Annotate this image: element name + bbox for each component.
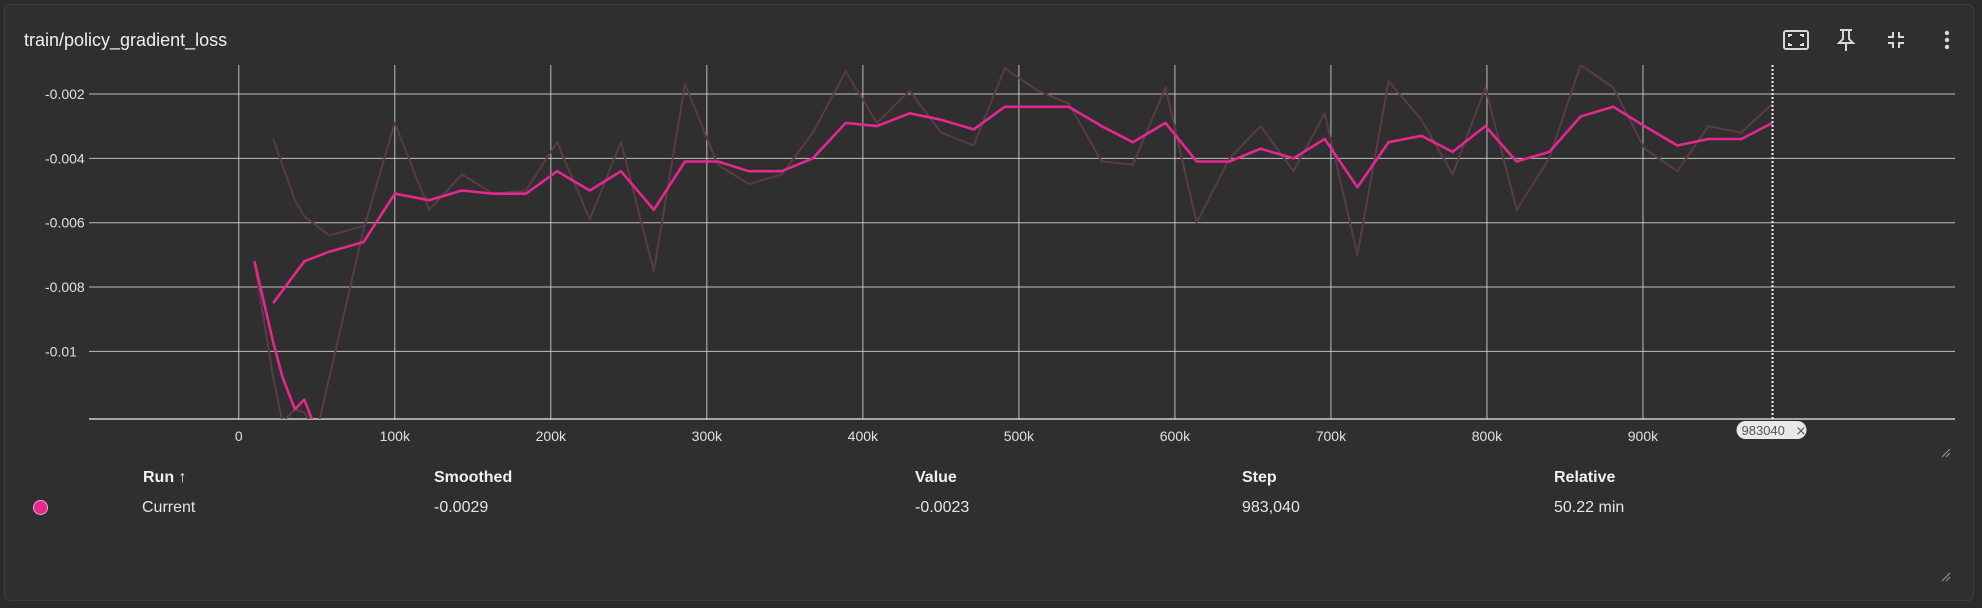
collapse-button[interactable] bbox=[1881, 25, 1911, 55]
y-tick-label: -0.004 bbox=[45, 150, 85, 166]
x-tick-label: 100k bbox=[380, 428, 411, 444]
more-vert-icon bbox=[1944, 30, 1950, 50]
x-tick-label: 600k bbox=[1160, 428, 1191, 444]
more-options-button[interactable] bbox=[1932, 25, 1962, 55]
card-title: train/policy_gradient_loss bbox=[24, 30, 228, 50]
y-tick-label: -0.002 bbox=[45, 86, 85, 102]
step-cursor-label: 983040 bbox=[1742, 423, 1785, 438]
x-tick-label: 300k bbox=[692, 428, 723, 444]
chart-resize-handle-icon[interactable] bbox=[1941, 448, 1951, 458]
smoothed-series-line bbox=[253, 261, 314, 419]
run-color-swatch[interactable] bbox=[33, 500, 48, 515]
pin-icon bbox=[1836, 29, 1856, 51]
fit-domain-icon bbox=[1783, 30, 1809, 50]
x-tick-label: 200k bbox=[536, 428, 567, 444]
y-tick-label: -0.008 bbox=[45, 279, 85, 295]
run-name-cell: Current bbox=[142, 499, 196, 516]
x-tick-label: 700k bbox=[1316, 428, 1347, 444]
x-tick-label: 400k bbox=[848, 428, 879, 444]
step-cell: 983,040 bbox=[1242, 499, 1300, 516]
column-header-step[interactable]: Step bbox=[1242, 469, 1277, 486]
smoothed-series-line bbox=[272, 105, 1774, 304]
raw-series-line bbox=[253, 65, 1774, 419]
pin-button[interactable] bbox=[1831, 25, 1861, 55]
fit-domain-button[interactable] bbox=[1781, 25, 1811, 55]
x-tick-label: 500k bbox=[1004, 428, 1035, 444]
y-tick-label: -0.006 bbox=[45, 215, 85, 231]
collapse-icon bbox=[1888, 32, 1904, 48]
x-tick-label: 900k bbox=[1628, 428, 1659, 444]
column-header-run[interactable]: Run ↑ bbox=[143, 469, 187, 486]
value-cell: -0.0023 bbox=[915, 499, 970, 516]
step-cursor-badge bbox=[1736, 421, 1807, 439]
column-header-relative[interactable]: Relative bbox=[1554, 469, 1616, 486]
y-tick-label: -0.01 bbox=[45, 343, 77, 359]
smoothed-value-cell: -0.0029 bbox=[434, 499, 489, 516]
raw-series-line bbox=[272, 138, 364, 237]
close-icon: × bbox=[1796, 424, 1807, 439]
card-resize-handle-icon[interactable] bbox=[1941, 572, 1951, 582]
relative-time-cell: 50.22 min bbox=[1554, 499, 1625, 516]
column-header-value[interactable]: Value bbox=[915, 469, 957, 486]
line-chart[interactable]: 0 100k 200k 300k 400k 500k 600k 700k 800k 900k -0.… bbox=[5, 5, 1970, 445]
x-tick-label: 800k bbox=[1472, 428, 1503, 444]
scalar-card: train/policy_gradient_loss 0 100k 200k 300k… bbox=[4, 4, 1974, 601]
x-tick-label: 0 bbox=[235, 428, 243, 444]
column-header-smoothed[interactable]: Smoothed bbox=[434, 469, 513, 486]
